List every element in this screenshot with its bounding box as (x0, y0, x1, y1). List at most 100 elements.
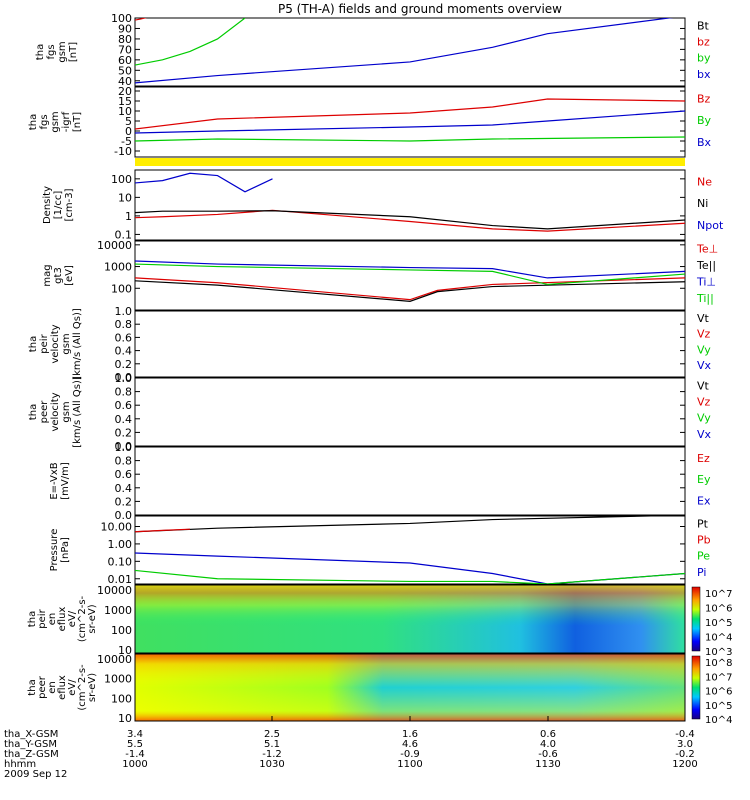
panel-frame (134, 310, 686, 378)
series-line-Ni (135, 210, 685, 230)
y-tick-label: 0.10 (108, 555, 133, 568)
series-line-Pb (135, 528, 191, 533)
panel-peer_velocity: 1.00.80.60.40.20.0thapeervelocitygsm[km/… (28, 372, 712, 453)
y-axis-label: Pressure[nPa] (49, 529, 71, 572)
spec-y-tick-label: 100 (111, 692, 132, 705)
colorbar-tick-label: 10^5 (705, 701, 732, 712)
colorbar-tick-label: 10^3 (705, 647, 732, 658)
series-line-bx (135, 18, 674, 84)
legend-Te||: Te|| (696, 259, 716, 272)
x-row-value: -0.2 (675, 749, 695, 760)
peir-colorbar (691, 586, 701, 652)
legend-Ni: Ni (697, 197, 708, 210)
spectrogram-peir (134, 584, 701, 654)
x-row-value: 3.0 (677, 739, 693, 750)
y-axis-label: thafgsgsm[nT] (35, 41, 79, 62)
y-tick-label: 40 (118, 75, 132, 88)
x-row-value: 1200 (672, 759, 697, 770)
y-tick-label: 1 (125, 210, 132, 223)
colorbar-tick-label: 10^8 (705, 658, 732, 669)
peer-colorbar (691, 655, 701, 720)
y-tick-label: 1.0 (115, 441, 133, 454)
legend-Vy: Vy (697, 412, 711, 425)
series-line-Bx (135, 110, 685, 134)
series-line-Npot (135, 172, 273, 193)
y-tick-label: 60 (118, 54, 132, 67)
panel-frame (134, 446, 686, 516)
y-tick-label: 10.00 (101, 520, 133, 533)
y-tick-label: 1.00 (108, 538, 133, 551)
figure-title: P5 (TH-A) fields and ground moments over… (278, 2, 562, 16)
series-line-by (135, 18, 246, 66)
peir-spectrogram-frame (134, 584, 686, 654)
y-tick-label: 1.0 (115, 372, 133, 385)
legend-bz: bz (697, 36, 710, 49)
x-row-value: 1130 (535, 759, 560, 770)
legend-Vy: Vy (697, 343, 711, 356)
series-line-Ti|| (135, 263, 685, 286)
y-axis-label: thapeirvelocitygsm[km/s (All Qs)] (28, 308, 83, 380)
y-tick-label: 0.0 (115, 371, 133, 384)
y-tick-label: 0.2 (115, 495, 133, 508)
x-row-label: hhmm (4, 759, 36, 770)
y-tick-label: 0.6 (115, 468, 133, 481)
peer-spectrogram-overlay (135, 654, 685, 721)
legend-Pb: Pb (697, 534, 711, 547)
colorbar-tick-label: 10^7 (705, 672, 732, 683)
x-row-value: 3.4 (127, 729, 143, 740)
legend-bx: bx (697, 68, 711, 81)
x-row-value: -0.9 (400, 749, 420, 760)
series-line-Pe (135, 569, 685, 584)
y-tick-label: 0.4 (115, 345, 133, 358)
legend-Npot: Npot (697, 219, 724, 232)
colorbar-tick-label: 10^6 (705, 687, 732, 698)
spec-y-tick-label: 10 (118, 644, 132, 657)
line-panels: 100908070605040thafgsgsm[nT]Btbzbybx2015… (28, 12, 724, 586)
panel-frame (134, 515, 686, 585)
y-tick-label: 0.4 (115, 482, 133, 495)
spectrogram-labels: 10000 1000 100 10 thapeirenefluxeV/(cm^2-s-s… (27, 584, 732, 726)
x-row-value: 1000 (122, 759, 147, 770)
x-row-value: 2.5 (264, 729, 280, 740)
y-tick-label: 10 (118, 105, 132, 118)
legend-Ne: Ne (697, 175, 712, 188)
y-tick-label: -10 (114, 145, 132, 158)
legend-Pe: Pe (697, 550, 710, 563)
colorbar-tick-label: 10^7 (705, 589, 732, 600)
spec-y-tick-label: 10000 (97, 653, 132, 666)
y-axis-label: thapeervelocitygsm[km/s (All Qs)] (28, 376, 83, 448)
panel-frame (134, 169, 686, 241)
y-axis-label: Density[1/cc][cm-3] (42, 186, 75, 224)
legend-Te⊥: Te⊥ (696, 243, 718, 256)
legend-Vz: Vz (697, 328, 711, 341)
y-tick-label: 100 (111, 12, 132, 25)
x-row-value: -1.2 (262, 749, 282, 760)
legend-By: By (697, 114, 712, 127)
x-row-value: 0.6 (540, 729, 556, 740)
y-tick-label: 0.8 (115, 386, 133, 399)
colorbar-tick-label: 10^4 (705, 633, 732, 644)
legend-Vt: Vt (697, 379, 710, 392)
colorbar-tick-label: 10^5 (705, 618, 732, 629)
series-line-Te|| (135, 280, 685, 302)
spec-y-tick-label: 10 (118, 712, 132, 725)
x-row-value: -0.6 (538, 749, 558, 760)
legend-Ex: Ex (697, 494, 711, 507)
x-row-value: 1030 (259, 759, 284, 770)
y-tick-label: 0 (125, 125, 132, 138)
panel-peir_velocity: 1.00.80.60.40.20.0thapeirvelocitygsm[km/… (28, 305, 712, 384)
spec-y-tick-label: 1000 (104, 673, 132, 686)
colorbar-tick-label: 10^6 (705, 604, 732, 615)
x-row-value: 4.6 (402, 739, 418, 750)
flag-bar (135, 158, 685, 166)
series-line-By (135, 136, 685, 142)
y-tick-label: 5 (125, 115, 132, 128)
spec-y-tick-label: 100 (111, 624, 132, 637)
colorbar-tick-label: 10^4 (705, 715, 732, 726)
y-tick-label: 100 (111, 282, 132, 295)
legend-Vx: Vx (697, 428, 712, 441)
x-row-value: 1100 (397, 759, 422, 770)
